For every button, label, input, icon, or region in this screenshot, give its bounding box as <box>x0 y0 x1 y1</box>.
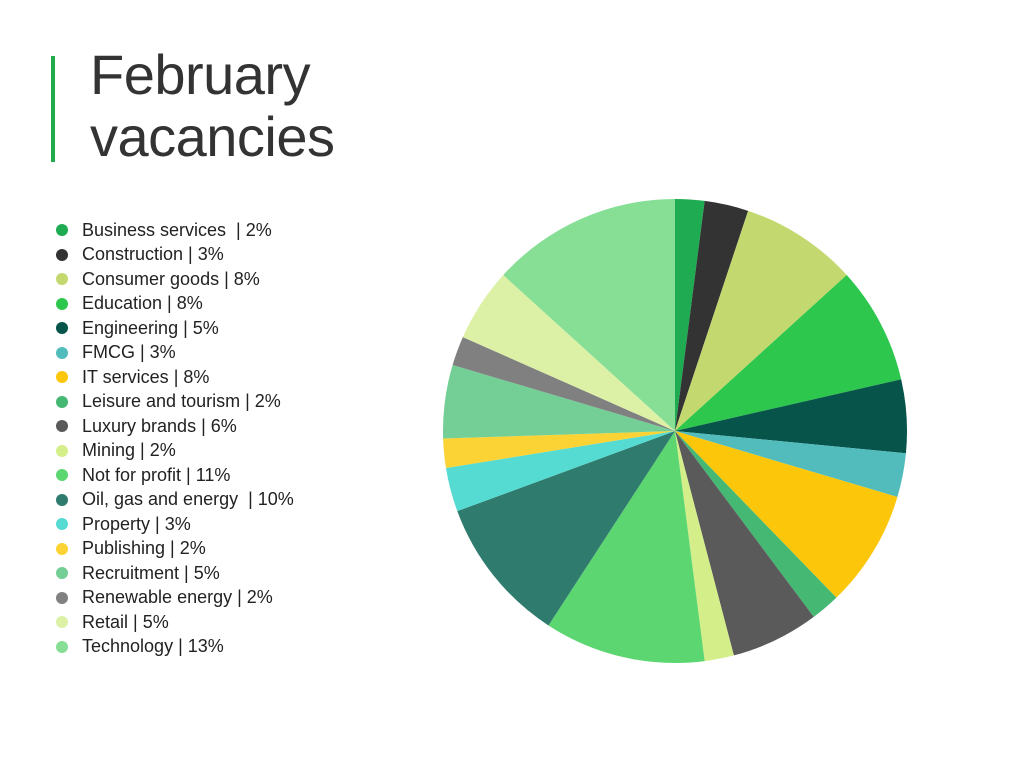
legend-swatch <box>56 395 68 408</box>
legend-item: Property | 3% <box>56 512 294 537</box>
legend-item: Construction | 3% <box>56 243 294 268</box>
legend-label: FMCG | 3% <box>82 342 176 363</box>
chart-title: February vacancies <box>90 44 335 168</box>
pie-slice <box>675 210 847 431</box>
legend-item: Publishing | 2% <box>56 537 294 562</box>
pie-slice <box>675 431 814 656</box>
legend-item: Not for profit | 11% <box>56 463 294 488</box>
legend-item: Oil, gas and energy | 10% <box>56 488 294 513</box>
legend-label: IT services | 8% <box>82 366 210 387</box>
title-accent-bar <box>51 56 55 162</box>
pie-slice <box>443 364 675 439</box>
legend-item: Technology | 13% <box>56 635 294 660</box>
legend-item: Retail | 5% <box>56 610 294 635</box>
chart-title-line2: vacancies <box>90 105 335 168</box>
legend-label: Recruitment | 5% <box>82 562 220 583</box>
legend-label: Not for profit | 11% <box>82 464 231 485</box>
pie-slice <box>452 337 675 431</box>
pie-slice <box>548 431 705 664</box>
legend-label: Education | 8% <box>82 293 203 314</box>
legend-item: Renewable energy | 2% <box>56 586 294 611</box>
pie-slice <box>503 199 675 431</box>
legend-label: Consumer goods | 8% <box>82 268 260 289</box>
legend-item: Luxury brands | 6% <box>56 414 294 439</box>
legend-swatch <box>56 224 68 237</box>
legend-label: Retail | 5% <box>82 611 169 632</box>
legend-swatch <box>56 273 68 286</box>
pie-slice <box>675 431 734 662</box>
pie-chart-svg <box>443 199 908 664</box>
legend-swatch <box>56 567 68 580</box>
legend-swatch <box>56 591 68 604</box>
legend-swatch <box>56 444 68 457</box>
legend-label: Oil, gas and energy | 10% <box>82 489 294 510</box>
legend-label: Construction | 3% <box>82 244 224 265</box>
legend-label: Publishing | 2% <box>82 538 206 559</box>
legend-item: IT services | 8% <box>56 365 294 390</box>
legend-swatch <box>56 518 68 531</box>
legend-swatch <box>56 248 68 261</box>
pie-slice <box>462 275 675 431</box>
legend-label: Renewable energy | 2% <box>82 587 273 608</box>
legend-item: Leisure and tourism | 2% <box>56 390 294 415</box>
legend-label: Luxury brands | 6% <box>82 415 237 436</box>
legend-label: Technology | 13% <box>82 636 224 657</box>
legend-label: Property | 3% <box>82 513 191 534</box>
legend-swatch <box>56 469 68 482</box>
pie-slice <box>675 200 749 431</box>
chart-title-line1: February <box>90 43 311 106</box>
legend-item: Recruitment | 5% <box>56 561 294 586</box>
pie-slice <box>445 431 675 512</box>
legend-item: Education | 8% <box>56 292 294 317</box>
legend-swatch <box>56 371 68 384</box>
pie-slice <box>443 431 675 469</box>
legend-swatch <box>56 322 68 335</box>
pie-slice <box>675 379 908 454</box>
legend-swatch <box>56 493 68 506</box>
legend-item: Engineering | 5% <box>56 316 294 341</box>
legend-swatch <box>56 616 68 629</box>
legend-swatch <box>56 297 68 310</box>
legend-item: Consumer goods | 8% <box>56 267 294 292</box>
legend-swatch <box>56 542 68 555</box>
legend-swatch <box>56 640 68 653</box>
pie-slice <box>675 199 705 431</box>
legend-label: Business services | 2% <box>82 219 272 240</box>
legend-item: Mining | 2% <box>56 439 294 464</box>
pie-chart <box>440 196 910 666</box>
pie-slice <box>675 275 902 431</box>
legend-swatch <box>56 420 68 433</box>
legend-label: Engineering | 5% <box>82 317 219 338</box>
pie-slice <box>675 431 837 617</box>
legend-label: Leisure and tourism | 2% <box>82 391 281 412</box>
chart-legend: Business services | 2% Construction | 3% C… <box>56 218 294 659</box>
pie-slice <box>457 431 675 626</box>
legend-item: Business services | 2% <box>56 218 294 243</box>
legend-swatch <box>56 346 68 359</box>
pie-slice <box>675 431 898 598</box>
legend-label: Mining | 2% <box>82 440 176 461</box>
legend-item: FMCG | 3% <box>56 341 294 366</box>
pie-slice <box>675 431 906 498</box>
